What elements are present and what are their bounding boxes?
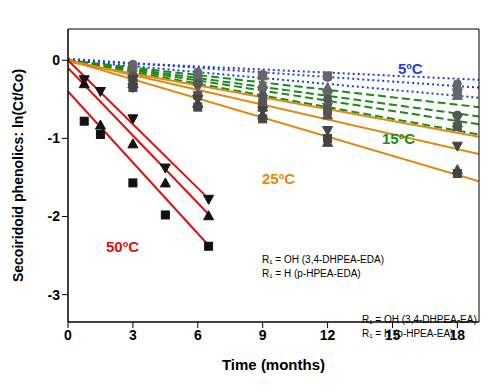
svg-text:3: 3 (129, 327, 137, 343)
svg-text:Time (months): Time (months) (222, 356, 325, 373)
svg-text:12: 12 (320, 327, 336, 343)
svg-text:0: 0 (64, 327, 72, 343)
html-text:5ºC: 5ºC (398, 60, 423, 77)
html-text:15ºC: 15ºC (382, 130, 415, 147)
html-text:R₁ = H (p-HPEA-EDA): R₁ = H (p-HPEA-EDA) (262, 268, 361, 279)
svg-text:Secoiridoid phenolics: ln(Ct/C: Secoiridoid phenolics: ln(Ct/Co) (10, 69, 26, 282)
svg-text:-2: -2 (48, 208, 61, 224)
html-text:25ºC: 25ºC (262, 170, 295, 187)
html-text:R₁ = OH (3,4-DHPEA-EDA): R₁ = OH (3,4-DHPEA-EDA) (262, 254, 384, 265)
svg-text:9: 9 (259, 327, 267, 343)
html-text:R₁ = OH (3,4-DHPEA-EA): R₁ = OH (3,4-DHPEA-EA) (362, 314, 477, 325)
svg-text:-3: -3 (48, 287, 61, 303)
html-text:50ºC: 50ºC (106, 238, 139, 255)
html-text:R₁ = H (p-HPEA-EA): R₁ = H (p-HPEA-EA) (362, 328, 454, 339)
svg-text:-1: -1 (48, 130, 61, 146)
svg-text:18: 18 (449, 326, 466, 343)
svg-text:0: 0 (52, 52, 60, 68)
svg-text:6: 6 (194, 327, 202, 343)
